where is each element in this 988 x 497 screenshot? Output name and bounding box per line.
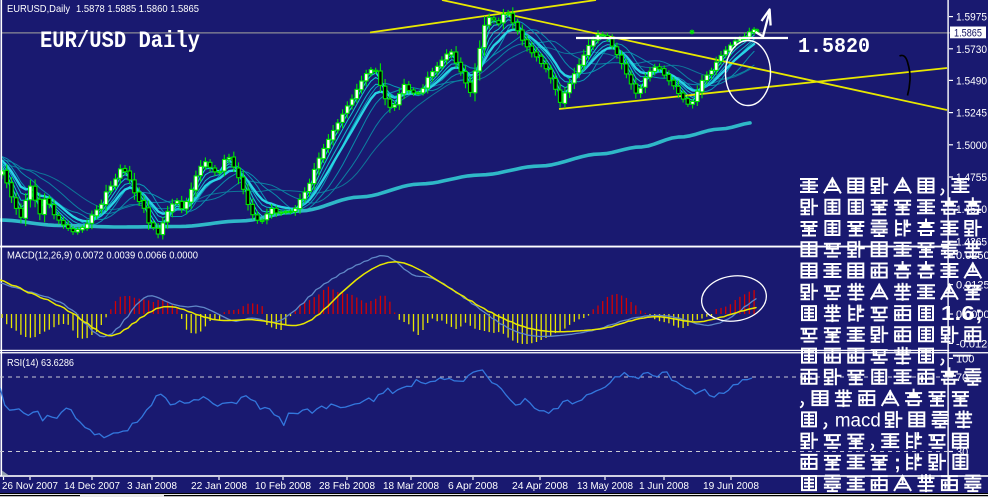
svg-text:1.5878 1.5885 1.5860 1.5865: 1.5878 1.5885 1.5860 1.5865	[76, 3, 199, 15]
svg-text:13 May 2008: 13 May 2008	[577, 480, 633, 492]
svg-text:3 Jan 2008: 3 Jan 2008	[127, 480, 177, 492]
svg-text:1.4265: 1.4265	[956, 236, 987, 248]
svg-text:1.5865: 1.5865	[954, 27, 982, 39]
svg-text:macd: macd	[835, 410, 881, 431]
svg-text:19 Jun 2008: 19 Jun 2008	[703, 480, 759, 492]
svg-text:28 Feb 2008: 28 Feb 2008	[319, 480, 375, 492]
svg-text:18 Mar 2008: 18 Mar 2008	[383, 480, 439, 492]
svg-text:1.5975: 1.5975	[956, 12, 987, 24]
svg-text:1.5490: 1.5490	[956, 75, 987, 87]
svg-text:0.0000: 0.0000	[956, 309, 988, 321]
svg-text:1.5245: 1.5245	[956, 108, 987, 120]
svg-text:22 Jan 2008: 22 Jan 2008	[191, 480, 247, 492]
svg-text:26 Nov 2007: 26 Nov 2007	[2, 480, 58, 492]
svg-text:6 Apr 2008: 6 Apr 2008	[448, 480, 498, 492]
svg-text:EUR/USD Daily: EUR/USD Daily	[40, 28, 200, 54]
svg-text:10 Feb 2008: 10 Feb 2008	[255, 480, 311, 492]
svg-text:24 Apr 2008: 24 Apr 2008	[512, 480, 568, 492]
svg-text:1.6;: 1.6;	[941, 303, 983, 325]
svg-text:;: ;	[894, 452, 901, 474]
svg-text:1 Jun 2008: 1 Jun 2008	[639, 480, 689, 492]
svg-text:EURUSD,Daily: EURUSD,Daily	[7, 3, 71, 15]
svg-text:14 Dec 2007: 14 Dec 2007	[64, 480, 120, 492]
svg-text:1.5730: 1.5730	[956, 44, 987, 56]
svg-text:1.4755: 1.4755	[956, 172, 987, 184]
svg-text:RSI(14) 63.6286: RSI(14) 63.6286	[7, 357, 74, 369]
svg-text:MACD(12,26,9) 0.0072 0.0039 0.: MACD(12,26,9) 0.0072 0.0039 0.0066 0.000…	[7, 250, 198, 262]
svg-text:1.5000: 1.5000	[956, 140, 987, 152]
svg-text:1.5820: 1.5820	[798, 36, 870, 59]
